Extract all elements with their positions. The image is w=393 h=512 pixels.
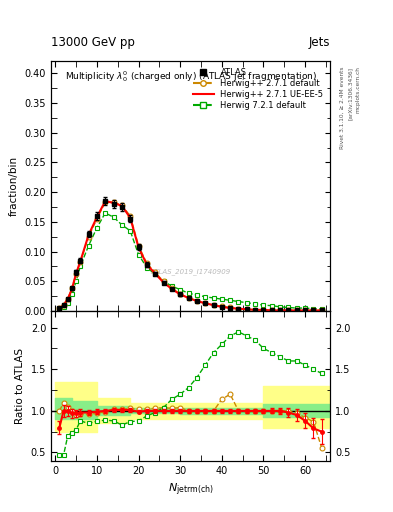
Text: 13000 GeV pp: 13000 GeV pp xyxy=(51,36,135,49)
X-axis label: $N_{\mathrm{jetrm(ch)}}$: $N_{\mathrm{jetrm(ch)}}$ xyxy=(168,481,213,498)
Y-axis label: Ratio to ATLAS: Ratio to ATLAS xyxy=(15,348,25,424)
Text: ATLAS_2019_I1740909: ATLAS_2019_I1740909 xyxy=(151,269,231,275)
Text: Multiplicity $\lambda_0^0$ (charged only) (ATLAS jet fragmentation): Multiplicity $\lambda_0^0$ (charged only… xyxy=(65,69,317,84)
Text: [arXiv:1306.3436]: [arXiv:1306.3436] xyxy=(348,67,353,120)
Text: Rivet 3.1.10, ≥ 2.4M events: Rivet 3.1.10, ≥ 2.4M events xyxy=(340,67,345,149)
Legend: ATLAS, Herwig++ 2.7.1 default, Herwig++ 2.7.1 UE-EE-5, Herwig 7.2.1 default: ATLAS, Herwig++ 2.7.1 default, Herwig++ … xyxy=(191,66,326,113)
Y-axis label: fraction/bin: fraction/bin xyxy=(9,156,19,216)
Text: Jets: Jets xyxy=(309,36,330,49)
Text: mcplots.cern.ch: mcplots.cern.ch xyxy=(356,67,361,114)
